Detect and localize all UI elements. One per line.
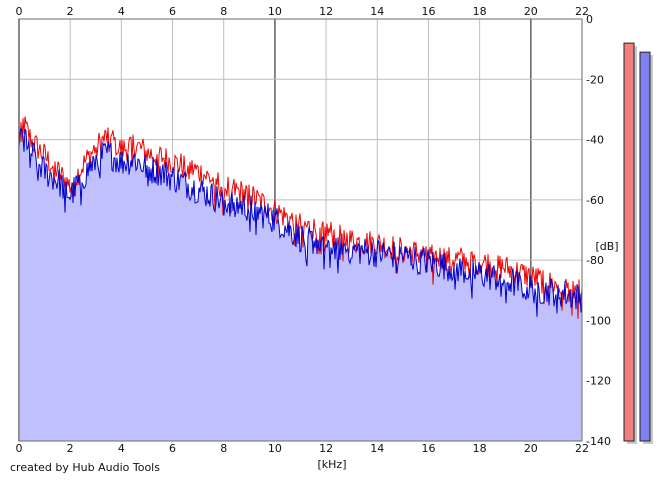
x-tick-label-top: 14 (370, 5, 384, 18)
y-tick-label: -100 (586, 314, 611, 327)
y-tick-label: -120 (586, 375, 611, 388)
spectrum-lines (18, 116, 583, 319)
credit-text: created by Hub Audio Tools (10, 461, 160, 474)
x-tick-label-top: 16 (421, 5, 435, 18)
x-tick-label-bottom: 4 (118, 442, 125, 455)
x-tick-label-top: 12 (319, 5, 333, 18)
x-tick-label-bottom: 10 (268, 442, 282, 455)
x-tick-label-bottom: 6 (169, 442, 176, 455)
y-tick-label: -40 (586, 134, 604, 147)
left-channel-series (18, 116, 583, 319)
x-tick-label-top: 4 (118, 5, 125, 18)
x-tick-label-bottom: 22 (575, 442, 589, 455)
x-tick-label-top: 10 (268, 5, 282, 18)
x-tick-label-bottom: 18 (473, 442, 487, 455)
y-tick-label: -20 (586, 73, 604, 86)
right-channel-series (18, 127, 583, 317)
y-tick-label: -80 (586, 254, 604, 267)
x-tick-label-bottom: 14 (370, 442, 384, 455)
x-tick-label-bottom: 12 (319, 442, 333, 455)
level-meter-right (639, 51, 651, 442)
spectrum-fill (19, 127, 582, 442)
x-tick-label-bottom: 16 (421, 442, 435, 455)
x-tick-label-bottom: 2 (67, 442, 74, 455)
x-tick-label-top: 20 (524, 5, 538, 18)
x-axis-unit-label: [kHz] (318, 458, 347, 471)
level-meters (623, 42, 653, 445)
spectrum-area-fill (19, 127, 582, 442)
y-tick-label: -140 (586, 435, 611, 448)
x-tick-label-top: 22 (575, 5, 589, 18)
x-tick-label-top: 18 (473, 5, 487, 18)
x-tick-label-bottom: 8 (220, 442, 227, 455)
x-tick-label-top: 8 (220, 5, 227, 18)
x-tick-label-top: 6 (169, 5, 176, 18)
plot-border (18, 18, 583, 442)
x-tick-label-bottom: 0 (16, 442, 23, 455)
y-axis-unit-label: [dB] (595, 240, 618, 253)
y-axis-ticks: 0 -20 -40 -60 -80 -100 -120 -140 (586, 13, 611, 448)
level-meter-left (623, 42, 635, 442)
x-tick-label-bottom: 20 (524, 442, 538, 455)
y-tick-label: -60 (586, 194, 604, 207)
x-tick-label-top: 2 (67, 5, 74, 18)
y-tick-label: 0 (586, 13, 593, 26)
x-tick-label-top: 0 (16, 5, 23, 18)
